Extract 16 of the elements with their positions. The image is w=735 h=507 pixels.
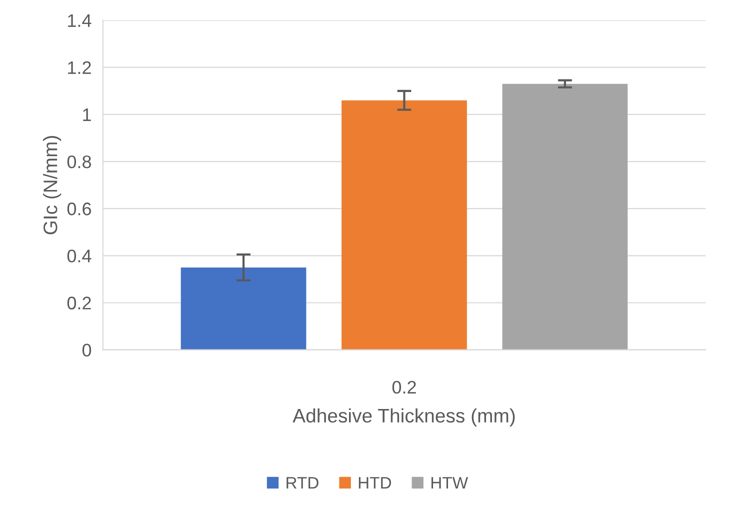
bar	[342, 100, 467, 350]
y-tick-label: 1	[83, 108, 91, 121]
x-axis-title: Adhesive Thickness (mm)	[292, 408, 515, 426]
y-tick-label: 0.8	[67, 155, 92, 168]
y-tick-label: 0.4	[67, 250, 92, 262]
legend-label: HTD	[358, 477, 392, 489]
y-tick-label: 1.4	[68, 14, 92, 27]
y-tick-label: 0.6	[67, 202, 91, 216]
legend-label: RTD	[286, 477, 318, 489]
bar	[502, 84, 628, 350]
y-tick-label: 0.2	[67, 296, 91, 310]
legend-label: HTW	[432, 477, 468, 489]
bar	[180, 267, 306, 350]
y-tick-label: 1.2	[68, 61, 91, 74]
y-tick-label: 0	[82, 344, 92, 357]
y-axis-title: GIc (N/mm)	[43, 136, 62, 234]
